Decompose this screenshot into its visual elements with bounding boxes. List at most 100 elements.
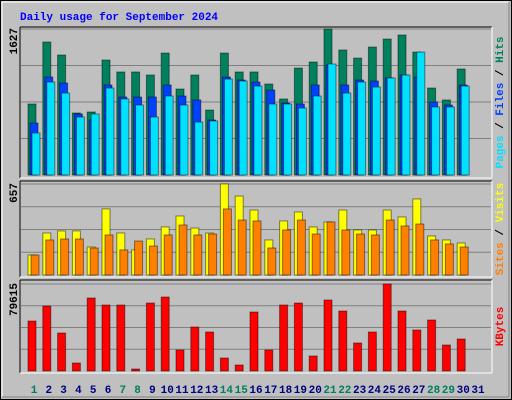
bar [401, 74, 411, 176]
bar [60, 238, 70, 276]
bar [160, 296, 170, 372]
legend-entry: Visits [495, 183, 507, 223]
x-tick-label: 9 [149, 385, 156, 397]
bar [297, 107, 307, 176]
x-tick-label: 28 [427, 385, 441, 397]
bar [293, 302, 303, 372]
bar [431, 106, 441, 176]
y-tick-label: 1627 [9, 28, 21, 54]
bar [164, 95, 174, 176]
chart-title: Daily usage for September 2024 [20, 12, 218, 24]
bar [193, 234, 203, 276]
x-tick-label: 1 [31, 385, 38, 397]
bar [30, 254, 40, 276]
legend: Pages / Files / Hits [495, 36, 507, 168]
x-tick-label: 18 [279, 385, 293, 397]
bar [238, 80, 248, 176]
x-tick-label: 8 [134, 385, 141, 397]
bar [145, 302, 155, 372]
x-tick-label: 15 [235, 385, 249, 397]
bar [27, 320, 37, 372]
x-tick-label: 3 [60, 385, 67, 397]
bar [412, 329, 422, 372]
bar [283, 103, 293, 176]
bar [371, 86, 381, 176]
bar [57, 332, 67, 372]
bar [441, 344, 451, 372]
x-tick-label: 27 [412, 385, 425, 397]
bar [205, 331, 215, 372]
bar [282, 229, 292, 276]
x-tick-label: 7 [119, 385, 126, 397]
bar [86, 297, 96, 372]
x-tick-label: 25 [383, 385, 397, 397]
x-tick-label: 5 [90, 385, 97, 397]
x-tick-label: 16 [249, 385, 262, 397]
x-tick-label: 29 [442, 385, 455, 397]
x-tick-label: 14 [220, 385, 234, 397]
bar [459, 246, 469, 276]
bar [444, 243, 454, 276]
y-tick-label: 79615 [9, 283, 21, 316]
legend-entry: Files [495, 83, 507, 116]
bar [445, 106, 455, 176]
bar [101, 304, 111, 372]
bar [356, 233, 366, 276]
bar [367, 331, 377, 372]
bar [105, 87, 115, 176]
legend-separator: / [495, 222, 507, 242]
legend-entry: Pages [495, 136, 507, 169]
x-tick-label: 13 [205, 385, 219, 397]
x-tick-label: 4 [75, 385, 82, 397]
bar [75, 116, 85, 176]
bar [131, 368, 141, 372]
bar [338, 310, 348, 372]
bar [353, 342, 363, 372]
x-tick-label: 31 [471, 385, 485, 397]
bar [163, 234, 173, 276]
bar [31, 132, 41, 176]
x-tick-label: 23 [353, 385, 367, 397]
bar [249, 311, 259, 372]
bar [267, 247, 277, 276]
x-tick-label: 6 [105, 385, 112, 397]
bar [312, 95, 322, 176]
bar [416, 51, 426, 176]
bar [341, 229, 351, 276]
bar [116, 304, 126, 372]
bar [61, 92, 71, 176]
x-tick-label: 19 [294, 385, 307, 397]
legend-entry: Hits [495, 36, 507, 62]
bar [209, 120, 219, 176]
bar [323, 299, 333, 372]
bar [326, 221, 336, 276]
bar [268, 103, 278, 176]
legend-entry: KBytes [495, 307, 507, 347]
bar [120, 98, 130, 176]
legend-entry: Sites [495, 242, 507, 275]
y-tick-label: 657 [9, 183, 21, 203]
bar [296, 219, 306, 276]
bar [415, 223, 425, 276]
bar [194, 121, 204, 176]
bar [71, 362, 81, 372]
bar [178, 224, 188, 276]
bar [134, 240, 144, 276]
bar [252, 220, 262, 276]
bar [179, 104, 189, 176]
bar [385, 219, 395, 276]
x-tick-label: 10 [161, 385, 174, 397]
bar [45, 239, 55, 276]
x-tick-label: 20 [309, 385, 322, 397]
x-tick-label: 12 [190, 385, 203, 397]
x-tick-label: 24 [368, 385, 382, 397]
bar [264, 349, 274, 372]
bar [148, 245, 158, 276]
bar [219, 357, 229, 372]
x-tick-label: 26 [397, 385, 410, 397]
bar [456, 338, 466, 372]
bar [104, 234, 114, 276]
bar [357, 81, 367, 176]
bar [190, 326, 200, 372]
